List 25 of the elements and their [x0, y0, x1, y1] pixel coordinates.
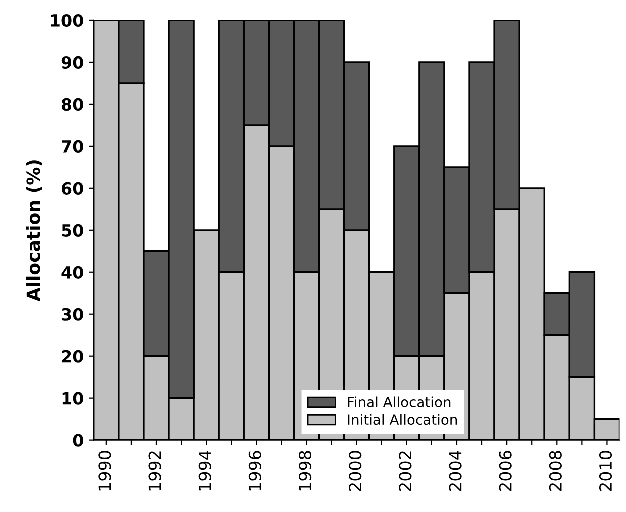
- y-tick-label: 50: [62, 224, 84, 237]
- y-tick-label: 40: [62, 266, 84, 279]
- y-tick-label: 20: [62, 350, 84, 363]
- x-tick-label: 2000: [349, 451, 362, 492]
- y-tick-label: 0: [73, 434, 84, 447]
- x-tick-label: 1992: [148, 452, 162, 491]
- x-tick-label: 1998: [298, 451, 312, 491]
- legend-label: Final Allocation: [348, 396, 451, 408]
- x-tick-label: 2010: [599, 451, 612, 492]
- y-tick-label: 90: [62, 56, 84, 70]
- y-tick-label: 80: [62, 98, 84, 112]
- x-tick-label: 2008: [549, 451, 562, 492]
- y-tick-label: 30: [62, 308, 84, 321]
- y-tick-label: 70: [62, 140, 84, 153]
- legend-label: Initial Allocation: [348, 414, 458, 426]
- x-tick-label: 2006: [499, 451, 512, 492]
- y-tick-label: 100: [51, 14, 84, 28]
- y-tick-label: 60: [62, 182, 84, 195]
- x-tick-label: 1996: [248, 451, 262, 491]
- y-axis-title: Allocation (%): [26, 160, 42, 302]
- x-tick-label: 1994: [198, 450, 212, 491]
- y-tick-label: 10: [62, 392, 84, 405]
- x-tick-label: 2002: [399, 452, 412, 492]
- x-tick-label: 2004: [449, 450, 462, 492]
- x-tick-label: 1990: [98, 451, 112, 491]
